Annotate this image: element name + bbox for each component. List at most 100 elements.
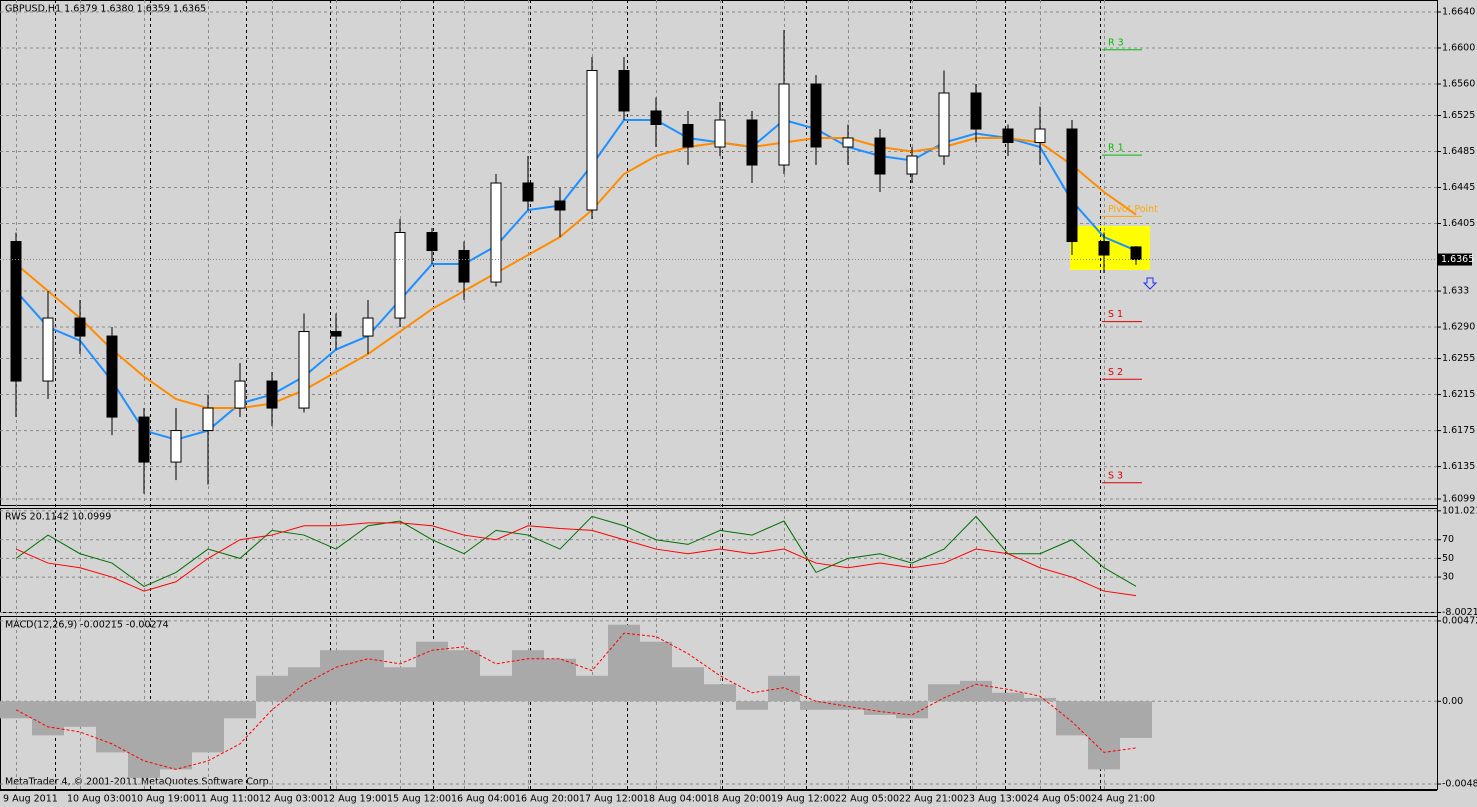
y-tick-label: 30 xyxy=(1442,572,1454,583)
histogram-bar xyxy=(704,684,736,702)
y-tick-label: 50 xyxy=(1442,553,1454,564)
candle-body xyxy=(202,407,214,432)
histogram-bar xyxy=(1056,701,1088,736)
candle-body xyxy=(490,182,502,283)
y-tick-label: 0.00 xyxy=(1442,696,1463,707)
candle-body xyxy=(1130,246,1142,261)
x-tick-label: 16 Aug 04:00 xyxy=(451,794,515,805)
candle-body xyxy=(1066,128,1078,243)
panel-title: MACD(12,26,9) -0.00215 -0.00274 xyxy=(5,620,169,631)
candle-body xyxy=(362,317,374,337)
y-tick-label: 1.6525 xyxy=(1442,110,1475,121)
last-price-box xyxy=(1438,253,1472,266)
line-series xyxy=(15,632,1137,770)
candle-body xyxy=(138,416,150,463)
histogram-bar xyxy=(320,650,352,702)
x-tick-label: 23 Aug 13:00 xyxy=(963,794,1027,805)
y-tick-label: 1.6640 xyxy=(1442,6,1475,17)
x-tick-label: 24 Aug 05:00 xyxy=(1027,794,1091,805)
x-tick-label: 12 Aug 03:00 xyxy=(259,794,323,805)
histogram-bar xyxy=(640,641,672,702)
y-tick-label: 1.633 xyxy=(1442,286,1469,297)
x-tick-label: 12 Aug 19:00 xyxy=(323,794,387,805)
histogram-bar xyxy=(672,667,704,702)
y-tick-label: -8.0021 xyxy=(1442,607,1477,618)
histogram-bar xyxy=(832,701,864,710)
histogram-bar xyxy=(864,701,896,715)
candle-body xyxy=(554,200,566,211)
candle-body xyxy=(682,123,694,148)
x-tick-label: 19 Aug 12:00 xyxy=(771,794,835,805)
histogram-bar xyxy=(256,675,288,702)
candle-body xyxy=(714,119,726,148)
candle-body xyxy=(234,380,246,409)
candle-body xyxy=(74,317,86,337)
y-tick-label: 1.6215 xyxy=(1442,389,1475,400)
candle-body xyxy=(810,83,822,148)
y-tick-label: 1.6175 xyxy=(1442,425,1475,436)
y-tick-label: 1.6290 xyxy=(1442,322,1475,333)
y-tick-label: 1.6255 xyxy=(1442,353,1475,364)
candle-body xyxy=(746,119,758,166)
x-tick-label: 11 Aug 11:00 xyxy=(195,794,259,805)
candle-body xyxy=(10,241,22,382)
histogram-bar xyxy=(608,624,640,702)
signal-arrow xyxy=(1142,277,1158,290)
x-tick-label: 10 Aug 19:00 xyxy=(131,794,195,805)
y-tick-label: 1.6600 xyxy=(1442,42,1475,53)
histogram-bar xyxy=(96,701,128,753)
histogram-bar xyxy=(1024,697,1056,702)
line-series xyxy=(15,522,1137,597)
x-tick-label: 18 Aug 04:00 xyxy=(643,794,707,805)
y-tick-label: 1.6135 xyxy=(1442,461,1475,472)
histogram-bar xyxy=(224,701,256,719)
y-tick-label: 1.6560 xyxy=(1442,78,1475,89)
candle-body xyxy=(394,232,406,319)
histogram-bar xyxy=(32,701,64,736)
candle-body xyxy=(426,232,438,252)
x-tick-label: 9 Aug 2011 xyxy=(3,794,58,805)
candle-body xyxy=(266,380,278,409)
x-tick-label: 22 Aug 05:00 xyxy=(835,794,899,805)
histogram-bar xyxy=(64,701,96,727)
pivot-label: Pivot Point xyxy=(1108,204,1158,215)
histogram-bar xyxy=(160,701,192,770)
histogram-bar xyxy=(288,667,320,702)
candle-body xyxy=(458,250,470,283)
histogram-bar xyxy=(480,675,512,702)
candle-body xyxy=(874,137,886,175)
histogram-bar xyxy=(352,650,384,702)
candle-body xyxy=(298,331,310,409)
y-tick-label: 101.021 xyxy=(1442,505,1477,516)
histogram-bar xyxy=(512,650,544,702)
candle-body xyxy=(938,92,950,157)
panel-title: GBPUSD,H1 1.6379 1.6380 1.6359 1.6365 xyxy=(5,4,206,15)
histogram-bar xyxy=(736,701,768,710)
candle-body xyxy=(522,182,534,202)
candle-body xyxy=(970,92,982,130)
histogram-bar xyxy=(1088,701,1120,770)
candle-body xyxy=(842,137,854,148)
histogram-bar xyxy=(128,701,160,778)
candle-body xyxy=(906,155,918,175)
y-tick-label: 1.6405 xyxy=(1442,218,1475,229)
y-tick-label: 1.6485 xyxy=(1442,146,1475,157)
y-tick-label: -0.00486 xyxy=(1442,779,1477,790)
footer: MetaTrader 4, © 2001-2011 MetaQuotes Sof… xyxy=(5,777,272,788)
pivot-label: S 2 xyxy=(1108,367,1123,378)
x-tick-label: 24 Aug 21:00 xyxy=(1091,794,1155,805)
last-price-label: 1.6365 xyxy=(1441,254,1474,265)
x-tick-label: 15 Aug 12:00 xyxy=(387,794,451,805)
candle-body xyxy=(778,83,790,166)
x-tick-label: 18 Aug 20:00 xyxy=(707,794,771,805)
candle-body xyxy=(650,110,662,125)
y-tick-label: 1.6099 xyxy=(1442,493,1475,504)
histogram-bar xyxy=(192,701,224,753)
y-tick-label: 0.00472 xyxy=(1442,615,1477,626)
line-series xyxy=(15,515,1137,587)
panel-title: RWS 20.1142 10.0999 xyxy=(5,512,111,523)
histogram-bar xyxy=(416,641,448,702)
pivot-label: R 3 xyxy=(1108,37,1124,48)
